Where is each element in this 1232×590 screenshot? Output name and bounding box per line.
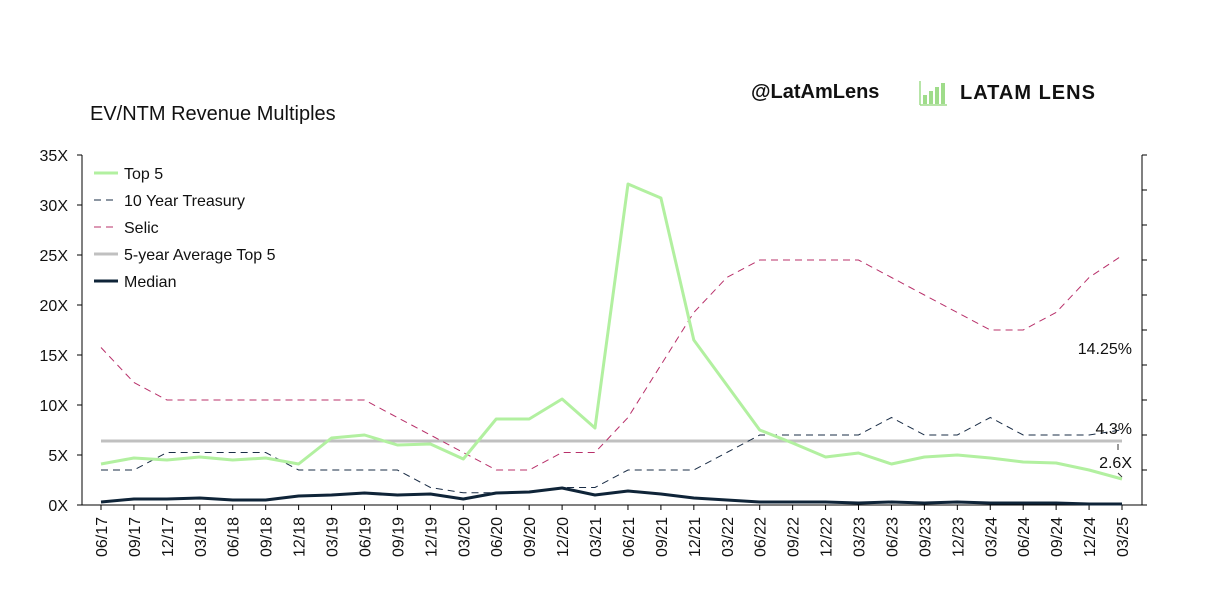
legend-label-5-year-average-top-5: 5-year Average Top 5: [124, 247, 276, 264]
annotation-selic: 14.25%: [1078, 341, 1132, 358]
legend-label-10-year-treasury: 10 Year Treasury: [124, 193, 245, 210]
brand-handle: @LatAmLens: [751, 81, 880, 103]
y-tick-label-left: 15X: [40, 348, 69, 365]
x-tick-label: 06/18: [226, 517, 243, 557]
series-line-median: [100, 486, 1122, 506]
x-tick-label: 09/22: [786, 517, 803, 557]
y-tick-label-left: 20X: [40, 298, 69, 315]
x-tick-label: 03/19: [325, 517, 342, 557]
y-tick-label-left: 30X: [40, 198, 69, 215]
x-tick-label: 03/23: [852, 517, 869, 557]
series-line-selic: [100, 255, 1123, 471]
x-tick-label: 03/20: [456, 517, 473, 557]
x-tick-label: 03/25: [1115, 517, 1132, 557]
x-tick-label: 06/21: [621, 517, 638, 557]
y-tick-label-left: 10X: [40, 398, 69, 415]
chart-series: [100, 182, 1123, 506]
x-tick-label: 12/21: [687, 517, 704, 557]
chart-axes: 0X 5X 10X 15X 20X 25X 30X 35X 06/17 09/17 12/17 03/…: [40, 148, 1147, 557]
chart-annotations: 14.25% 4.3% 2.6X: [1078, 341, 1132, 478]
chart-title: EV/NTM Revenue Multiples: [90, 103, 336, 125]
x-tick-label: 03/21: [588, 517, 605, 557]
x-tick-label: 09/18: [259, 517, 276, 557]
x-tick-label: 12/20: [555, 517, 572, 557]
x-tick-label: 06/22: [753, 517, 770, 557]
x-tick-label: 03/22: [720, 517, 737, 557]
brand-logo: LATAM LENS: [918, 79, 1096, 107]
annotation-treasury: 4.3%: [1096, 421, 1132, 438]
x-tick-label: 06/24: [1016, 517, 1033, 557]
x-tick-label: 09/23: [917, 517, 934, 557]
bar-chart-icon: [919, 81, 947, 106]
chart-legend: Top 5 10 Year Treasury Selic 5-year Average…: [94, 166, 276, 291]
y-tick-label-left: 35X: [40, 148, 69, 165]
x-tick-label: 09/20: [522, 517, 539, 557]
y-tick-label-left: 0X: [48, 498, 68, 515]
x-tick-label: 09/24: [1049, 517, 1066, 557]
x-tick-label: 06/20: [489, 517, 506, 557]
x-tick-label: 03/24: [983, 517, 1000, 557]
x-tick-label: 03/18: [193, 517, 210, 557]
brand-logo-text: LATAM LENS: [960, 81, 1096, 104]
x-tick-label: 12/19: [423, 517, 440, 557]
x-tick-label: 12/24: [1082, 517, 1099, 557]
legend-label-median: Median: [124, 274, 176, 291]
annotation-leader-top5: [1117, 472, 1123, 478]
x-tick-label: 06/17: [94, 517, 111, 557]
x-tick-label: 12/17: [160, 517, 177, 557]
x-tick-label: 09/19: [390, 517, 407, 557]
legend-label-selic: Selic: [124, 220, 159, 237]
x-tick-label: 06/23: [884, 517, 901, 557]
y-tick-label-left: 5X: [48, 448, 68, 465]
x-tick-label: 06/19: [357, 517, 374, 557]
x-tick-label: 09/21: [654, 517, 671, 557]
x-tick-label: 12/23: [950, 517, 967, 557]
y-tick-label-left: 25X: [40, 248, 69, 265]
annotation-top5: 2.6X: [1099, 455, 1132, 472]
legend-label-top-5: Top 5: [124, 166, 163, 183]
x-tick-label: 12/22: [819, 517, 836, 557]
series-line-top-5: [100, 182, 1123, 481]
x-tick-label: 09/17: [127, 517, 144, 557]
x-tick-label: 12/18: [292, 517, 309, 557]
